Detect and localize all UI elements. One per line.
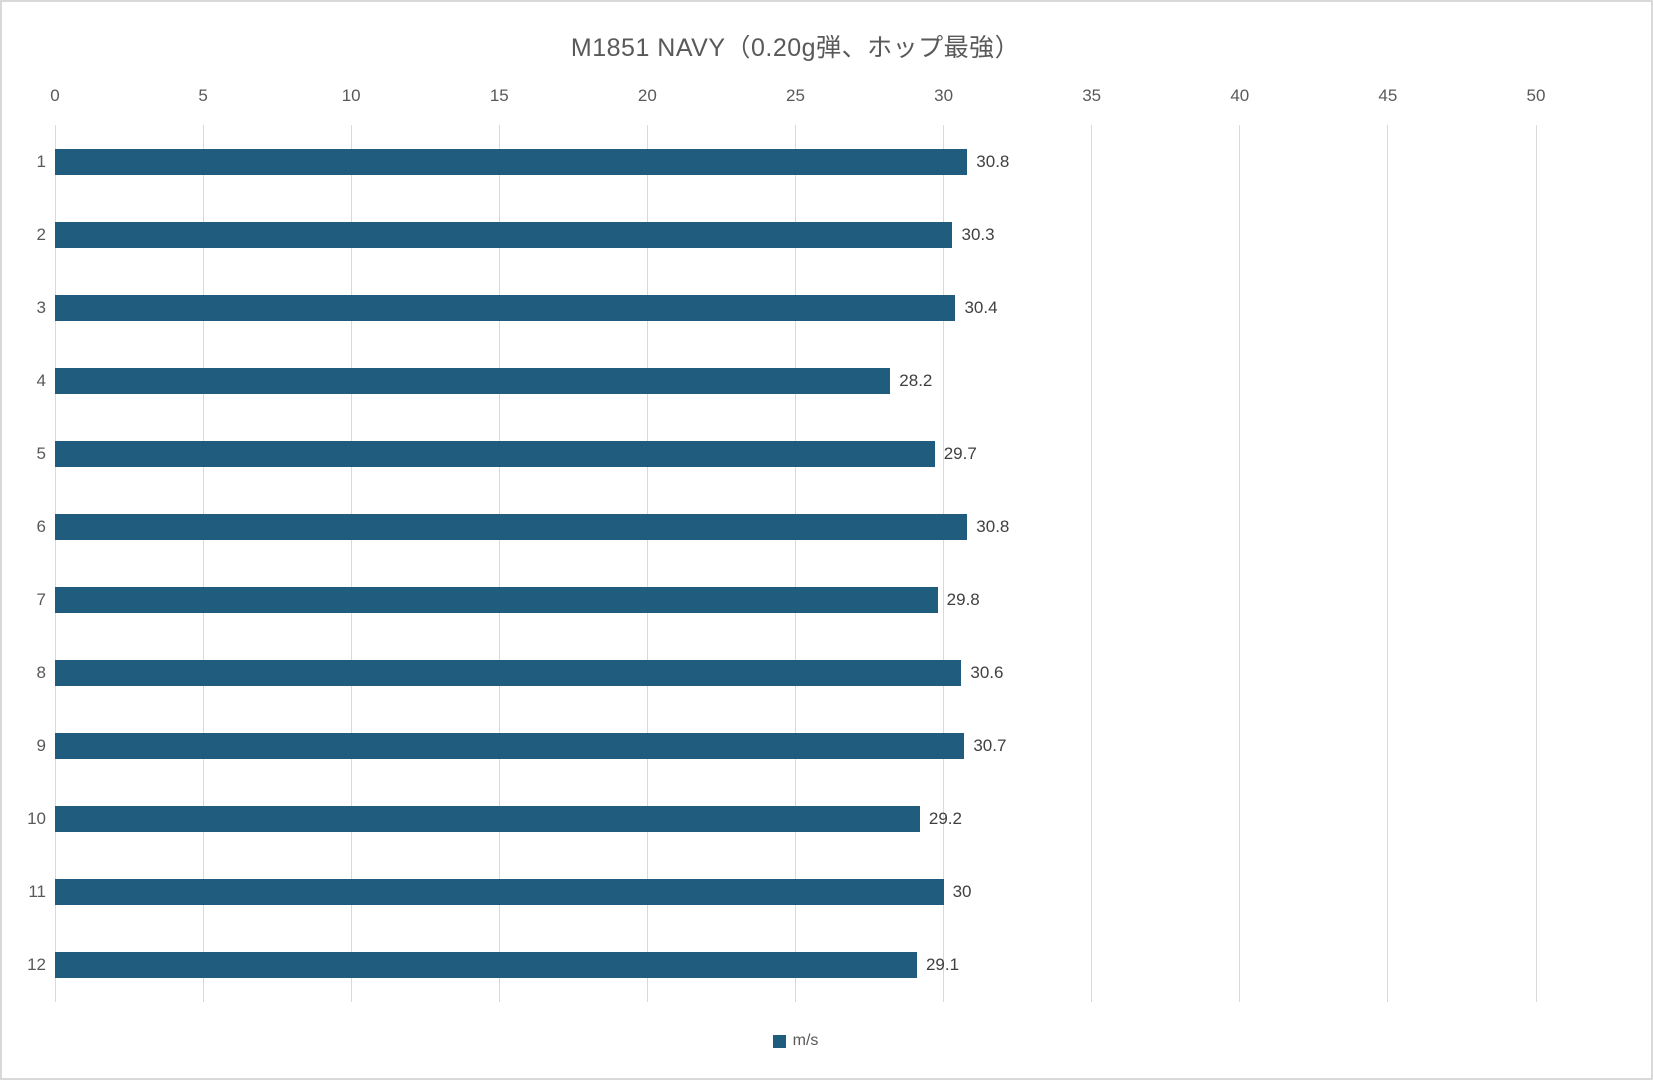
bar-value-label: 28.2 <box>899 370 933 390</box>
bar-value-label: 29.1 <box>925 955 960 975</box>
bar <box>55 440 935 467</box>
gridline <box>202 125 204 1002</box>
bar-row: 30.6 <box>55 637 1536 710</box>
x-axis-tick-label: 35 <box>1082 86 1102 105</box>
bar <box>55 513 968 540</box>
x-axis-tick-label: 30 <box>934 86 954 105</box>
x-axis: 0 5 10 15 20 25 30 35 40 45 50 <box>50 86 1545 110</box>
y-axis-category-label: 4 <box>36 370 46 390</box>
x-axis-tick-label: 10 <box>341 86 361 105</box>
bar-row: 30.8 <box>55 490 1536 563</box>
bar-row: 29.7 <box>55 417 1536 490</box>
legend: m/s <box>55 1032 1536 1050</box>
y-axis-category-label: 9 <box>36 736 46 756</box>
bar <box>55 660 962 687</box>
x-axis-tick-label: 5 <box>198 86 208 105</box>
bar <box>55 806 920 833</box>
bar <box>55 587 938 613</box>
x-axis-tick-label: 45 <box>1378 86 1398 105</box>
chart-title: M1851 NAVY（0.20g弾、ホップ最強） <box>570 34 1021 62</box>
bar-row: 30.8 <box>55 125 1536 198</box>
bar <box>55 879 944 906</box>
bar-value-label: 30.7 <box>973 736 1007 756</box>
bar-value-label: 30.6 <box>970 663 1004 683</box>
bar-value-label: 29.8 <box>946 590 980 609</box>
bar-row: 29.2 <box>55 783 1536 856</box>
bar-row: 29.1 <box>55 929 1536 1002</box>
y-axis-category-label: 8 <box>36 663 46 683</box>
bar <box>55 221 953 248</box>
x-axis-tick-label: 15 <box>489 86 509 105</box>
plot-area: 30.8 30.3 30.4 28.2 29.7 30.8 29.8 30.6 30.7 29.2… <box>54 125 1537 1002</box>
bar-row: 28.2 <box>55 344 1536 417</box>
y-axis-category-label: 6 <box>36 516 46 536</box>
bar-value-label: 29.2 <box>928 809 962 829</box>
gridline <box>795 125 796 1002</box>
bar-value-label: 30.8 <box>976 516 1010 536</box>
bar-row: 30.4 <box>55 271 1536 344</box>
y-axis-category-label: 5 <box>36 443 46 463</box>
y-axis: 1 2 3 4 5 6 7 8 9 10 11 12 <box>2 125 46 1002</box>
legend-label: m/s <box>792 1032 819 1049</box>
bar-value-label: 30 <box>952 882 972 902</box>
x-axis-tick-label: 25 <box>786 86 805 105</box>
y-axis-category-label: 12 <box>27 955 46 975</box>
bar-row: 30.3 <box>55 198 1536 271</box>
y-axis-category-label: 11 <box>28 882 46 902</box>
gridline <box>1239 125 1241 1002</box>
bar-row: 30.7 <box>55 710 1536 783</box>
gridline <box>646 125 648 1002</box>
gridline <box>1387 125 1389 1002</box>
bar-value-label: 30.8 <box>976 151 1010 171</box>
gridline <box>54 125 56 1002</box>
bar <box>55 294 956 321</box>
bar <box>55 148 968 175</box>
legend-swatch-icon <box>772 1034 786 1048</box>
bar-value-label: 30.4 <box>964 297 998 317</box>
y-axis-category-label: 1 <box>36 151 46 171</box>
gridline <box>1091 125 1093 1002</box>
y-axis-category-label: 10 <box>27 809 46 829</box>
gridline <box>1535 125 1537 1002</box>
y-axis-category-label: 7 <box>36 590 46 609</box>
x-axis-tick-label: 50 <box>1526 86 1546 105</box>
gridline <box>498 125 500 1002</box>
x-axis-tick-label: 0 <box>50 86 60 105</box>
x-axis-tick-label: 20 <box>637 86 657 105</box>
bar <box>55 733 965 760</box>
bar-value-label: 29.7 <box>943 443 977 463</box>
bar <box>55 952 917 979</box>
gridline <box>943 125 945 1002</box>
y-axis-category-label: 2 <box>36 224 46 244</box>
bar <box>55 367 891 394</box>
gridline <box>350 125 352 1002</box>
bar-row: 29.8 <box>55 563 1536 636</box>
x-axis-tick-label: 40 <box>1230 86 1250 105</box>
bar-row: 30 <box>55 856 1536 929</box>
bar-value-label: 30.3 <box>961 224 995 244</box>
y-axis-category-label: 3 <box>36 297 46 317</box>
